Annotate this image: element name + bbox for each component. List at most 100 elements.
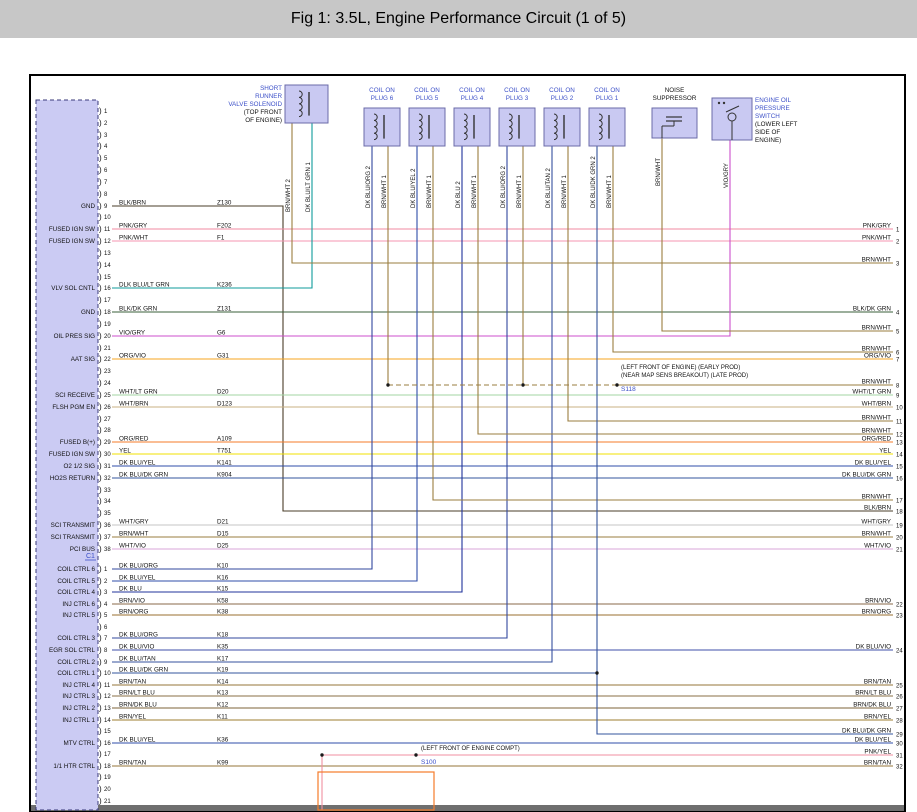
wire	[432, 146, 893, 501]
pin-signal-label: HO2S RETURN	[50, 475, 96, 482]
right-wire-color-label: BRN/LT BLU	[855, 690, 891, 697]
pin-number: 16	[104, 286, 111, 292]
wire	[477, 146, 893, 435]
pin-terminal-symbol: )	[99, 669, 102, 678]
switch-lever	[725, 105, 740, 113]
pin-terminal-symbol: )	[99, 367, 102, 376]
coil-winding-symbol	[373, 113, 378, 141]
pin-number: 12	[104, 239, 111, 245]
wire-color-label-vertical: BRN/WHT 1	[382, 174, 388, 208]
diagram-components	[284, 84, 753, 811]
pin-terminal-symbol: )	[99, 681, 102, 690]
right-wire-number: 22	[896, 603, 903, 609]
right-wire-number: 3	[896, 262, 900, 268]
pin-terminal-symbol: )	[99, 577, 102, 586]
wire-color-label: DK BLU/DK GRN	[119, 667, 168, 674]
pin-number: 13	[104, 251, 111, 257]
pin-terminal-symbol: )	[99, 692, 102, 701]
wire-color-label-vertical: BRN/WHT 1	[607, 174, 613, 208]
pin-number: 8	[104, 648, 108, 654]
component-name: PLUG 6	[371, 95, 394, 102]
pin-terminal-symbol: )	[99, 142, 102, 151]
right-wire-number: 8	[896, 384, 900, 390]
pin-number: 13	[104, 706, 111, 712]
wire-color-label: BLK/DK GRN	[119, 306, 158, 313]
wire-color-label: ORG/VIO	[119, 353, 146, 360]
coil3-box	[498, 107, 536, 147]
coil5-box	[408, 107, 446, 147]
right-wire-number: 11	[896, 420, 903, 426]
pin-number: 15	[104, 275, 111, 281]
switch-detail-dot	[717, 101, 721, 105]
right-wire-color-label: BRN/TAN	[864, 679, 892, 686]
wire	[112, 146, 553, 663]
circuit-code-label: K38	[217, 609, 229, 616]
wire-color-label-vertical: VIO/GRY	[724, 163, 730, 188]
pin-number: 6	[104, 168, 108, 174]
pin-terminal-symbol: )	[99, 704, 102, 713]
component-name: COIL ON	[594, 87, 620, 94]
splice-note: (NEAR MAP SENS BREAKOUT) (LATE PROD)	[621, 373, 748, 379]
wire	[112, 146, 373, 570]
wire-color-label: DLK BLU/LT GRN	[119, 282, 170, 289]
pin-terminal-symbol: )	[99, 131, 102, 140]
pin-terminal-symbol: )	[99, 716, 102, 725]
right-wire-color-label: BLK/DK GRN	[853, 306, 892, 313]
pin-number: 17	[104, 752, 111, 758]
figure-bottom-strip	[31, 805, 904, 811]
pin-number: 5	[104, 613, 108, 619]
pin-number: 37	[104, 535, 111, 541]
right-wire-color-label: BRN/DK BLU	[853, 702, 891, 709]
diagram-labels: ) 1) 2) 3) 4) 5) 6) 7) 8) 9) 10) 11) 12) 13) 14) 15) 16)…	[49, 85, 904, 806]
wire-color-label: VIO/GRY	[119, 330, 146, 337]
pin-signal-label: O2 1/2 SIG	[64, 463, 96, 470]
pin-terminal-symbol: )	[99, 600, 102, 609]
pin-terminal-symbol: )	[99, 107, 102, 116]
right-wire-number: 1	[896, 228, 900, 234]
pin-signal-label: FUSED IGN SW	[49, 451, 95, 458]
pin-terminal-symbol: )	[99, 190, 102, 199]
wire	[112, 123, 313, 289]
pin-terminal-symbol: )	[99, 261, 102, 270]
right-wire-color-label: WHT/GRY	[861, 519, 891, 526]
right-wire-number: 14	[896, 453, 903, 459]
right-wire-number: 10	[896, 406, 903, 412]
right-wire-number: 17	[896, 499, 903, 505]
pin-terminal-symbol: )	[99, 588, 102, 597]
right-wire-number: 4	[896, 311, 900, 317]
right-wire-color-label: PNK/GRY	[863, 223, 892, 230]
right-wire-color-label: BRN/WHT	[862, 494, 892, 501]
right-wire-color-label: BLK/BRN	[864, 505, 891, 512]
coil-winding-symbol	[418, 113, 423, 141]
pin-signal-label: MTV CTRL	[64, 740, 96, 747]
circuit-code-label: K35	[217, 644, 229, 651]
pin-terminal-symbol: )	[99, 426, 102, 435]
right-wire-number: 26	[896, 695, 903, 701]
pin-terminal-symbol: )	[99, 308, 102, 317]
right-wire-number: 31	[896, 754, 903, 760]
figure-title-bar: Fig 1: 3.5L, Engine Performance Circuit …	[0, 0, 917, 38]
right-wire-color-label: PNK/YEL	[864, 749, 891, 756]
right-wire-number: 15	[896, 465, 903, 471]
wire-color-label: DK BLU/ORG	[119, 632, 158, 639]
pin-signal-label: FUSED B(+)	[60, 439, 95, 446]
pin-number: 14	[104, 718, 111, 724]
pin-terminal-symbol: )	[99, 450, 102, 459]
circuit-code-label: K236	[217, 282, 232, 289]
pin-number: 21	[104, 799, 111, 805]
pin-number: 2	[104, 121, 108, 127]
wire	[112, 140, 731, 337]
pin-signal-label: COIL CTRL 3	[57, 635, 95, 642]
pin-terminal-symbol: )	[99, 658, 102, 667]
pin-signal-label: SCI TRANSMIT	[51, 522, 95, 529]
pin-number: 1	[104, 567, 108, 573]
pin-number: 5	[104, 156, 108, 162]
wire	[112, 146, 418, 582]
right-wire-color-label: BRN/TAN	[864, 760, 892, 767]
right-wire-number: 24	[896, 649, 903, 655]
wire-color-label: DK BLU/ORG	[119, 563, 158, 570]
pin-terminal-symbol: )	[99, 509, 102, 518]
pin-number: 11	[104, 683, 111, 689]
splice-label: S100	[421, 759, 437, 766]
component-name: COIL ON	[414, 87, 440, 94]
